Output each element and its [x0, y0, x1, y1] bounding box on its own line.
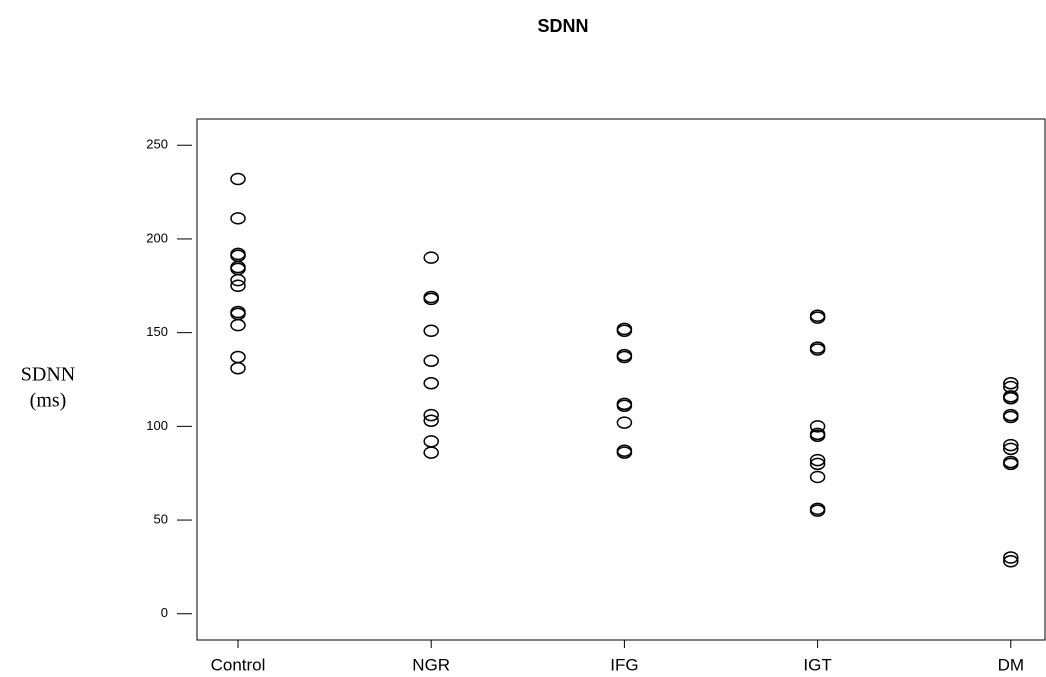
point	[1003, 442, 1019, 456]
point	[423, 292, 439, 306]
x-tick-label: IFG	[610, 655, 638, 674]
point	[423, 414, 439, 427]
point	[1003, 438, 1019, 452]
point	[423, 376, 439, 390]
point	[616, 350, 633, 364]
y-tick-label: 50	[154, 511, 168, 526]
y-axis-label: SDNN	[21, 364, 75, 386]
point	[616, 416, 633, 429]
point	[809, 457, 826, 471]
plot-frame	[196, 118, 1046, 641]
point	[809, 311, 826, 324]
point	[616, 324, 633, 338]
point	[230, 172, 246, 186]
point	[1003, 376, 1019, 390]
point	[230, 362, 246, 375]
point	[616, 399, 633, 412]
point	[423, 354, 439, 368]
point	[230, 212, 246, 225]
y-tick-label: 200	[146, 230, 168, 245]
point	[809, 470, 826, 484]
point	[423, 324, 439, 338]
point	[423, 408, 439, 422]
point	[1003, 457, 1019, 471]
point	[230, 318, 246, 332]
y-axis-label: (ms)	[30, 390, 67, 412]
point	[423, 435, 439, 448]
point	[1003, 555, 1019, 568]
point	[1003, 551, 1019, 564]
chart-title: SDNN	[537, 16, 588, 36]
y-tick-label: 250	[146, 137, 168, 152]
x-tick-label: NGR	[412, 655, 450, 674]
x-tick-label: IGT	[803, 655, 831, 674]
point	[1003, 410, 1019, 424]
point	[616, 446, 633, 459]
point	[423, 446, 439, 459]
y-tick-label: 0	[161, 605, 168, 620]
point	[809, 343, 826, 356]
y-tick-label: 100	[146, 418, 168, 433]
point	[809, 504, 826, 517]
point	[230, 273, 246, 287]
point	[1003, 391, 1019, 405]
x-tick-label: Control	[211, 655, 266, 674]
y-tick-label: 150	[146, 324, 168, 339]
point	[230, 279, 246, 293]
point	[809, 420, 826, 433]
point	[423, 251, 439, 264]
point	[230, 350, 246, 364]
x-tick-label: DM	[998, 655, 1024, 674]
point	[809, 429, 826, 442]
point	[809, 453, 826, 467]
